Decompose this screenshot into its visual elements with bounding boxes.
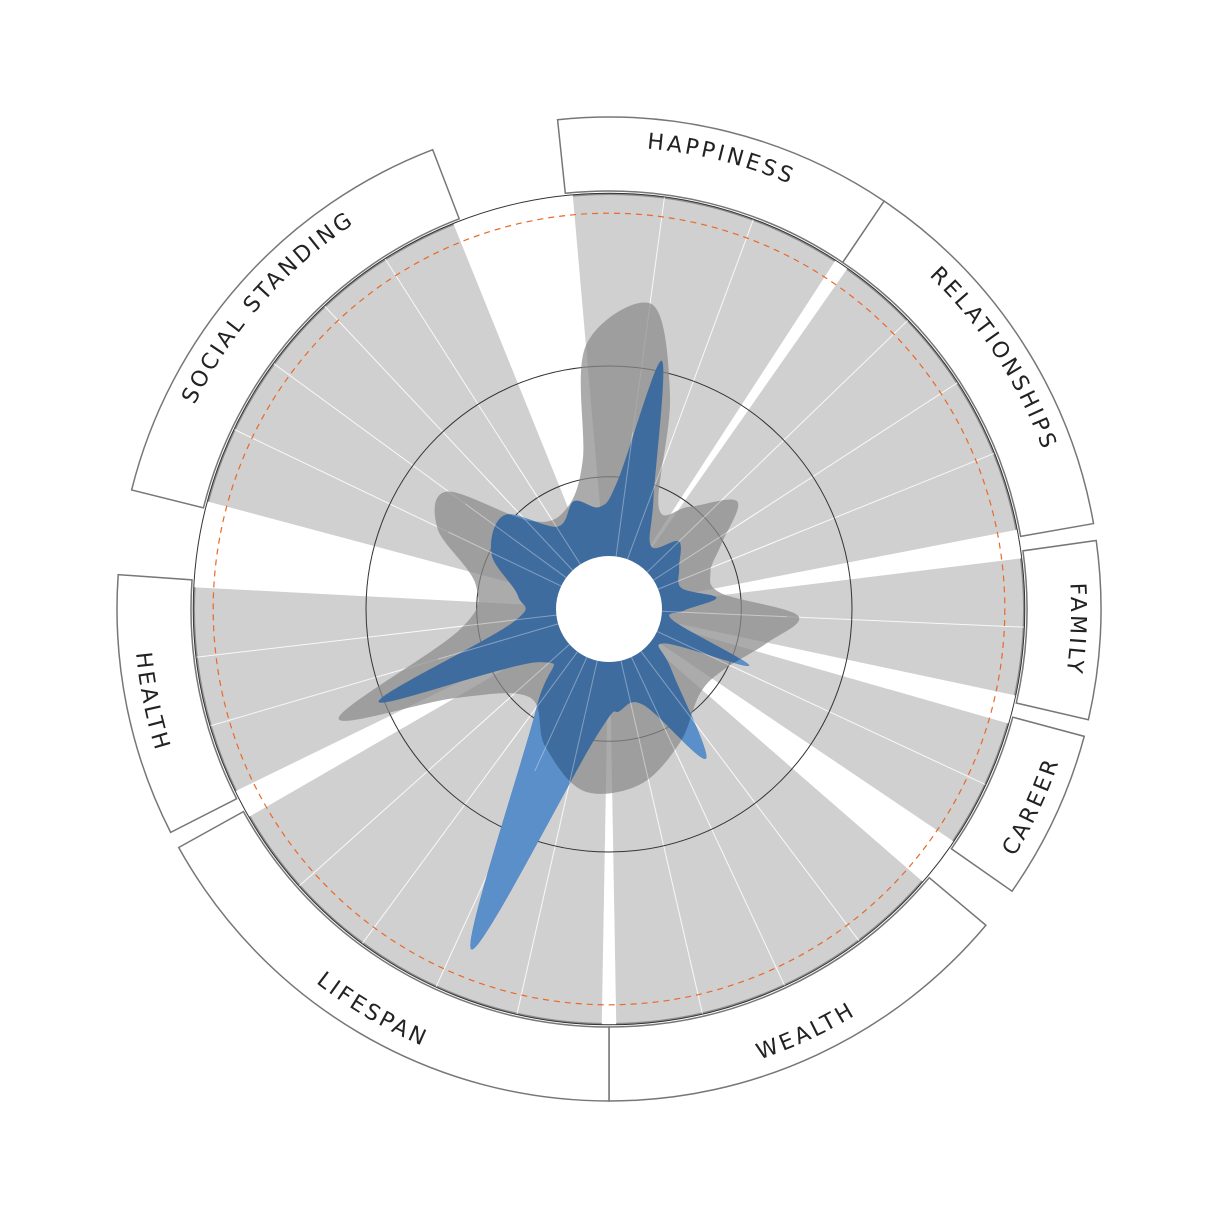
band-family <box>660 558 1025 696</box>
band-edge-health <box>193 587 237 792</box>
label-box-lifespan <box>177 810 610 1102</box>
spoke-over <box>626 441 672 560</box>
spoke-over <box>656 630 771 685</box>
label-box-family <box>1015 539 1102 721</box>
spoke-over <box>475 643 570 729</box>
spoke-over <box>448 531 562 587</box>
band-social-standing <box>207 223 590 596</box>
spoke-over <box>569 660 598 783</box>
spoke-over <box>464 503 567 579</box>
label-box-relationships <box>841 200 1095 538</box>
spoke-over <box>653 511 759 581</box>
label-box-social-standing <box>130 148 461 509</box>
spoke-over <box>661 610 788 618</box>
guide-ring-3 <box>192 192 1026 1026</box>
label-box-career <box>950 716 1086 893</box>
band-career <box>652 623 1009 842</box>
spoke-over <box>502 651 578 753</box>
spoke-over <box>615 432 634 557</box>
spoke <box>657 452 995 590</box>
spoke-over <box>646 484 738 573</box>
spoke-over <box>630 656 685 771</box>
spoke-over <box>657 541 775 590</box>
spoke-over <box>431 614 557 631</box>
center-hole <box>556 556 662 662</box>
data-areas <box>338 302 800 950</box>
spoke-over <box>534 656 588 772</box>
spoke-over <box>486 478 574 571</box>
label-box-health <box>116 573 238 834</box>
spoke <box>384 258 581 565</box>
category-labels: HAPPINESSRELATIONSHIPSFAMILYCAREERWEALTH… <box>116 116 1102 1102</box>
reference-line <box>212 212 1006 1006</box>
spoke-over <box>640 651 717 752</box>
spoke-over <box>620 660 650 783</box>
value-area <box>378 360 750 950</box>
spoke-over <box>437 623 559 660</box>
spoke-over <box>512 458 581 565</box>
